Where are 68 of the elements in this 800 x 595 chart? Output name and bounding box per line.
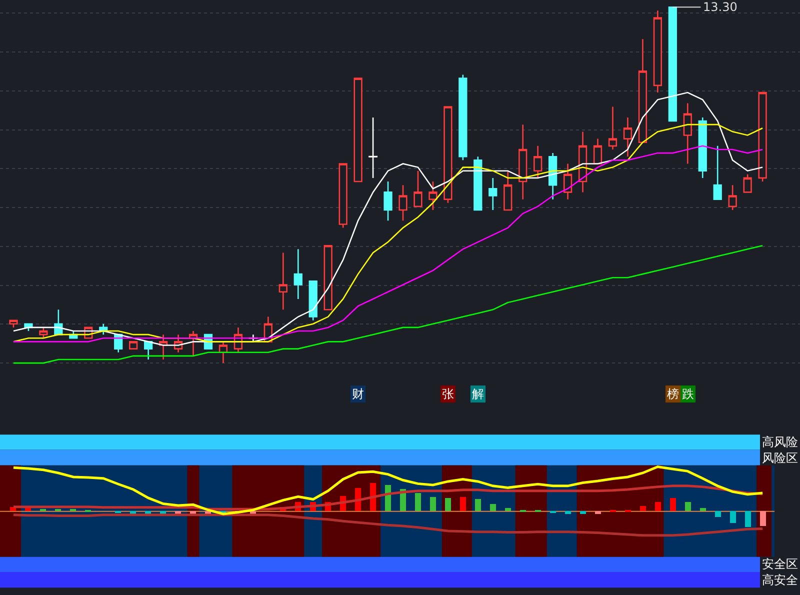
candlestick (428, 180, 438, 211)
candlestick (9, 320, 18, 328)
candlestick (743, 174, 752, 193)
candlestick (638, 38, 648, 144)
candlestick (278, 252, 288, 310)
text: 财 (352, 387, 364, 401)
candlestick (129, 341, 138, 350)
candlestick (414, 170, 422, 208)
candlestick (713, 145, 722, 200)
candlestick (338, 163, 348, 228)
bar (370, 482, 376, 511)
bar (490, 504, 496, 511)
bar (700, 508, 706, 511)
bar (445, 498, 451, 511)
candlestick (474, 156, 482, 211)
annotation: 13.30 (703, 0, 738, 14)
candlestick (324, 244, 332, 310)
candlestick (354, 78, 362, 182)
candlestick (668, 6, 677, 122)
text: 榜 (667, 387, 679, 401)
candlestick (563, 163, 572, 200)
candlestick (458, 74, 468, 161)
candlestick (623, 116, 632, 158)
bar (580, 510, 586, 514)
candlestick (653, 10, 662, 94)
candlestick (548, 152, 558, 200)
bar (685, 502, 691, 511)
bar (595, 510, 601, 514)
band-label: 安全区 (762, 557, 798, 571)
bar (670, 498, 676, 511)
candlestick (488, 177, 498, 211)
bar (505, 508, 511, 511)
bar (385, 484, 391, 511)
candlestick (218, 341, 228, 364)
bar (730, 510, 736, 523)
band-label: 高风险 (762, 435, 798, 449)
candlestick (698, 116, 707, 179)
bar (460, 496, 466, 511)
bar (715, 510, 721, 517)
candlestick (683, 102, 692, 164)
bar (640, 506, 646, 511)
text: 张 (442, 387, 454, 401)
text: 跌 (682, 387, 694, 401)
candlestick (144, 341, 153, 360)
candlestick (188, 330, 198, 357)
bar (475, 498, 481, 511)
candlestick (444, 106, 452, 204)
bar (565, 510, 571, 514)
bar (415, 492, 421, 511)
candlestick (608, 106, 618, 150)
candlestick (294, 248, 302, 300)
candlestick (728, 184, 737, 211)
band-label: 高安全 (762, 573, 798, 587)
bar (655, 502, 661, 511)
candlestick (504, 170, 512, 211)
candlestick (593, 138, 602, 164)
text: 解 (472, 387, 484, 401)
candlestick (398, 184, 408, 222)
band-label: 风险区 (762, 451, 798, 465)
bar (745, 510, 751, 527)
candlestick (39, 326, 48, 339)
bar (760, 510, 766, 526)
candlestick (518, 124, 528, 200)
candlestick (384, 180, 392, 222)
bar (430, 496, 436, 511)
candlestick (758, 92, 767, 182)
candlestick (534, 145, 542, 179)
candlestick (308, 280, 318, 321)
